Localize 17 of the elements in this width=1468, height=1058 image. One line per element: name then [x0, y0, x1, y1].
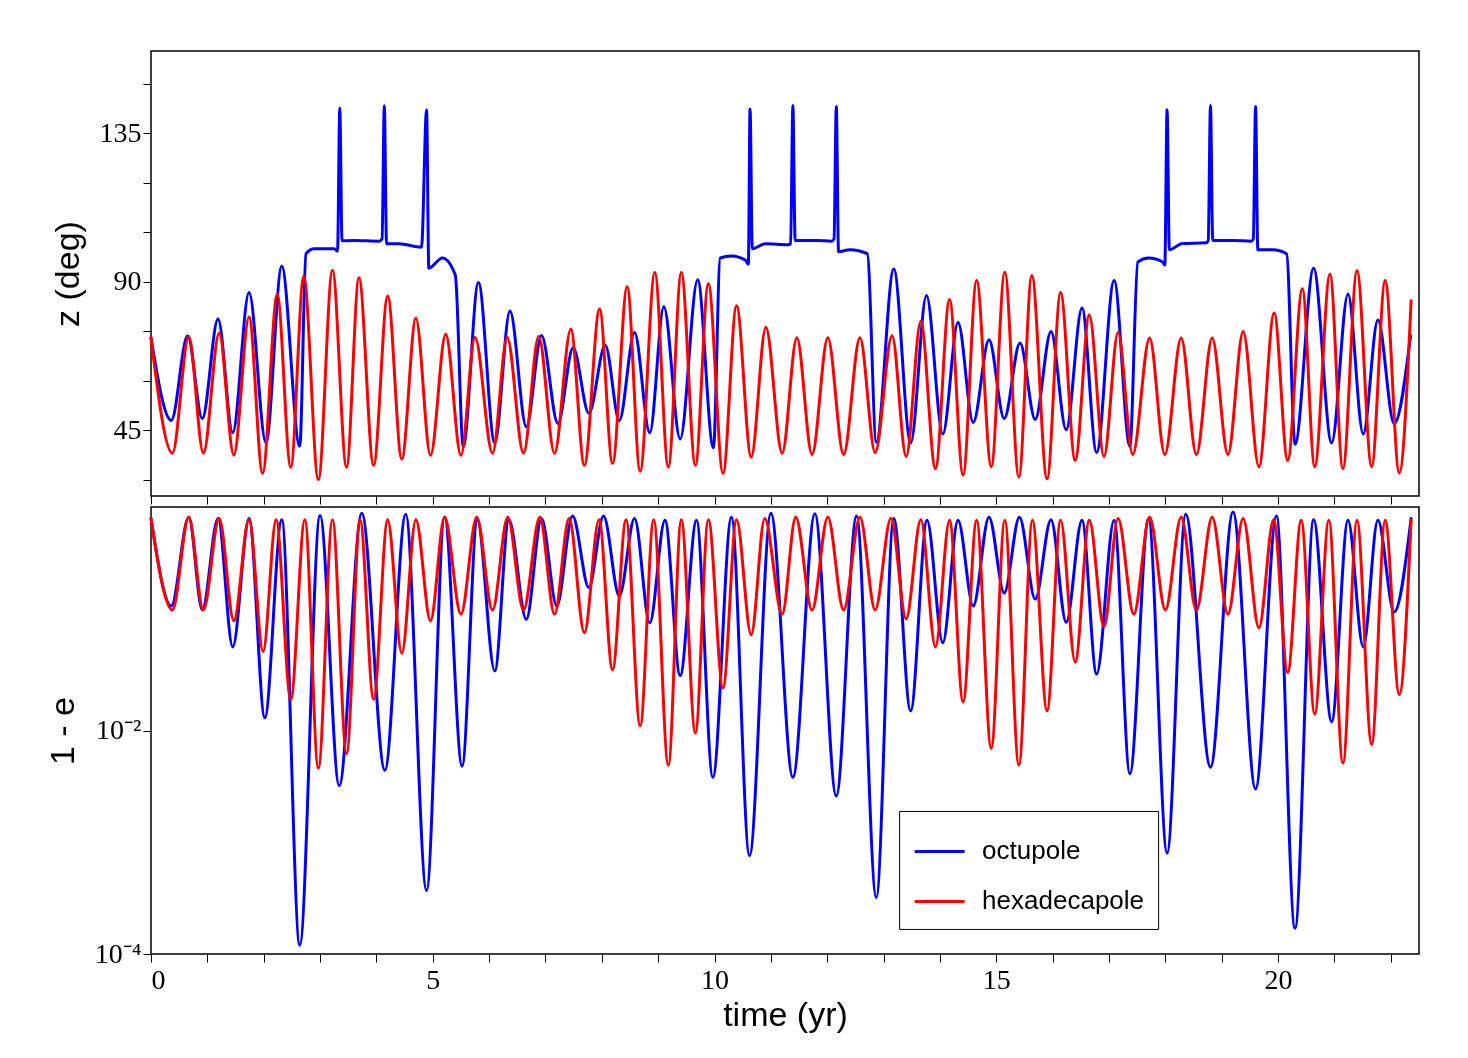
- y-tick-label: 90: [113, 265, 142, 297]
- line-series: [149, 515, 1413, 770]
- x-tick-label: 0: [151, 963, 166, 995]
- x-tick-label: 20: [1264, 963, 1293, 995]
- x-axis-title: time (yr): [723, 994, 848, 1033]
- y-axis-title: z (deg): [47, 221, 86, 327]
- x-tick-label: 10: [701, 963, 730, 995]
- y-tick-label: 135: [99, 116, 142, 148]
- legend-label: hexadecapole: [982, 885, 1145, 916]
- x-tick-label: 15: [982, 963, 1011, 995]
- y-axis-title: 1 - e: [42, 696, 81, 766]
- y-tick-label: 45: [113, 413, 142, 445]
- line-series: [149, 268, 1413, 482]
- y-tick-label: 10⁻⁴: [94, 937, 142, 969]
- y-tick-label: 10⁻²: [96, 714, 142, 745]
- legend-label: octupole: [982, 835, 1081, 866]
- x-tick-label: 5: [426, 963, 441, 995]
